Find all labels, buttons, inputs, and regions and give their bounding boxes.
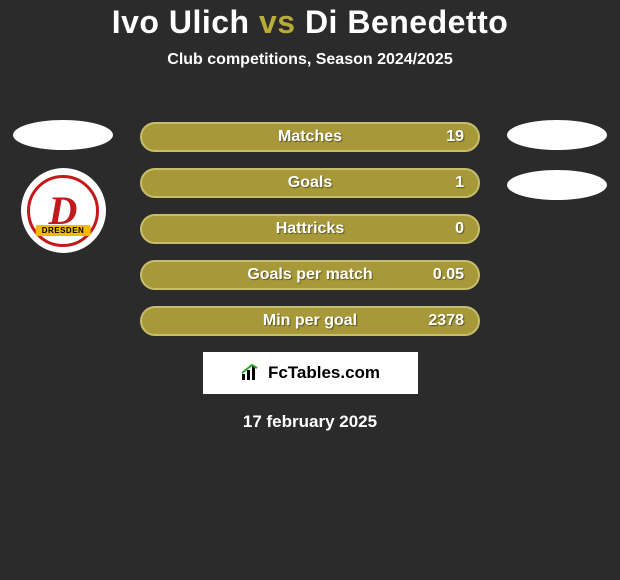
stat-row-hattricks: Hattricks 0 <box>140 214 480 244</box>
player1-flag-placeholder <box>13 120 113 150</box>
stat-row-min-per-goal: Min per goal 2378 <box>140 306 480 336</box>
player2-club-placeholder <box>507 170 607 200</box>
stat-row-goals: Goals 1 <box>140 168 480 198</box>
stat-row-matches: Matches 19 <box>140 122 480 152</box>
stat-value: 2378 <box>428 312 464 330</box>
stat-label: Min per goal <box>263 312 357 330</box>
stat-label: Matches <box>278 128 342 146</box>
vs-label: vs <box>259 4 296 40</box>
club-badge-ribbon: DRESDEN <box>36 225 91 236</box>
stat-label: Hattricks <box>276 220 344 238</box>
footer-logo[interactable]: FcTables.com <box>203 352 418 394</box>
bar-chart-icon <box>240 364 262 382</box>
stat-value: 1 <box>455 174 464 192</box>
stats-container: Matches 19 Goals 1 Hattricks 0 Goals per… <box>140 122 480 432</box>
player2-flag-placeholder <box>507 120 607 150</box>
date-text: 17 february 2025 <box>140 412 480 432</box>
stat-label: Goals <box>288 174 332 192</box>
stat-value: 0 <box>455 220 464 238</box>
player1-name: Ivo Ulich <box>112 4 250 40</box>
stat-row-goals-per-match: Goals per match 0.05 <box>140 260 480 290</box>
subtitle-text: Club competitions, Season 2024/2025 <box>0 51 620 69</box>
club-badge: D DRESDEN <box>21 168 106 253</box>
stat-value: 0.05 <box>433 266 464 284</box>
stat-label: Goals per match <box>247 266 372 284</box>
stat-value: 19 <box>446 128 464 146</box>
footer-logo-text: FcTables.com <box>268 363 380 383</box>
player2-name: Di Benedetto <box>305 4 508 40</box>
page-title: Ivo Ulich vs Di Benedetto <box>0 4 620 41</box>
